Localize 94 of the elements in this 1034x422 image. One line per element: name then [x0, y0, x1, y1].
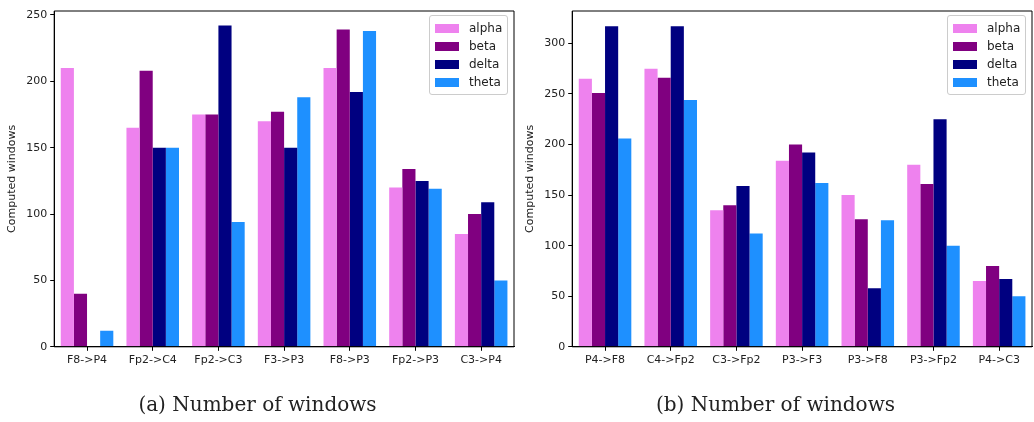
y-tick-label: 0	[40, 339, 48, 353]
bar	[152, 147, 166, 347]
bar	[867, 288, 881, 347]
bar	[683, 100, 697, 347]
bar	[802, 152, 816, 347]
bar	[880, 220, 895, 347]
legend-label: theta	[469, 75, 501, 89]
bar	[907, 164, 921, 347]
y-tick-label: 100	[544, 238, 566, 252]
x-tick-label: P3->Fp2	[909, 353, 958, 367]
bar	[362, 30, 377, 347]
bar	[336, 29, 350, 347]
bar	[605, 26, 619, 347]
text: (b) Number of windows	[654, 392, 897, 416]
y-tick-label: 0	[558, 339, 566, 353]
y-tick-label: 50	[551, 289, 566, 303]
bar	[999, 279, 1013, 347]
legend-label: beta	[469, 39, 497, 53]
bar	[736, 185, 750, 347]
y-axis-title: Computed windows	[523, 124, 537, 233]
bar	[284, 147, 298, 347]
x-tick-label: C3->P4	[460, 353, 502, 367]
bar	[257, 121, 271, 347]
bar	[100, 330, 114, 347]
legend-label: delta	[469, 57, 500, 71]
bar	[591, 92, 606, 347]
bar	[192, 114, 206, 347]
bar	[644, 68, 658, 347]
x-tick-label: F8->P4	[66, 353, 108, 367]
bar	[775, 160, 789, 347]
x-tick-label: P4->F8	[584, 353, 626, 367]
legend-label: delta	[987, 57, 1018, 71]
bar	[428, 188, 442, 347]
bar	[389, 187, 403, 347]
legend-label: theta	[987, 75, 1019, 89]
y-tick-label: 150	[26, 140, 48, 154]
bar	[710, 210, 724, 347]
bar	[854, 219, 868, 347]
x-tick-label: P4->C3	[978, 353, 1020, 367]
y-tick-label: 100	[26, 206, 48, 220]
bar	[1012, 296, 1026, 347]
y-tick-label: 50	[33, 273, 48, 287]
bar	[788, 144, 803, 347]
x-tick-label: Fp2->C3	[194, 353, 243, 367]
x-tick-label: C3->Fp2	[712, 353, 761, 367]
bar	[73, 293, 88, 347]
x-tick-label: P3->F3	[782, 353, 823, 367]
x-tick-label: Fp2->C4	[128, 353, 177, 367]
bar	[60, 68, 74, 347]
x-tick-label: F3->P3	[264, 353, 305, 367]
bar	[972, 281, 987, 347]
bar	[270, 111, 285, 347]
bar	[231, 222, 245, 347]
bar	[218, 25, 232, 347]
bar	[402, 168, 416, 347]
bar	[126, 127, 140, 347]
bar	[297, 97, 311, 347]
bar	[468, 214, 482, 347]
bar	[657, 77, 671, 347]
bar	[481, 202, 495, 347]
y-axis-title: Computed windows	[5, 124, 19, 233]
y-tick-label: 150	[544, 187, 566, 201]
bar	[933, 119, 947, 347]
x-tick-label: C4->Fp2	[646, 353, 695, 367]
legend-label: beta	[987, 39, 1015, 53]
text: (a) Number of windows	[137, 392, 378, 416]
x-tick-label: F8->P3	[329, 353, 370, 367]
bar	[494, 280, 508, 347]
bar	[415, 180, 429, 347]
y-tick-label: 250	[544, 86, 566, 100]
bar	[841, 195, 855, 347]
bar	[920, 183, 934, 347]
bar	[578, 78, 592, 347]
bar	[749, 233, 763, 347]
bar	[323, 68, 337, 347]
bar	[349, 91, 363, 347]
y-tick-label: 250	[26, 7, 48, 21]
y-tick-label: 200	[26, 74, 48, 88]
bar	[139, 70, 153, 347]
bar	[618, 138, 632, 347]
bar	[205, 114, 219, 347]
bar	[165, 147, 179, 347]
bar	[670, 26, 684, 347]
bar	[454, 233, 469, 347]
x-tick-label: P3->F8	[847, 353, 888, 367]
legend-label: alpha	[987, 21, 1021, 35]
legend-label: alpha	[469, 21, 503, 35]
y-tick-label: 300	[544, 36, 566, 50]
bar	[723, 205, 737, 347]
y-tick-label: 200	[544, 137, 566, 151]
bar	[815, 182, 829, 347]
bar	[986, 265, 1000, 347]
x-tick-label: Fp2->P3	[391, 353, 440, 367]
bar	[946, 245, 960, 347]
